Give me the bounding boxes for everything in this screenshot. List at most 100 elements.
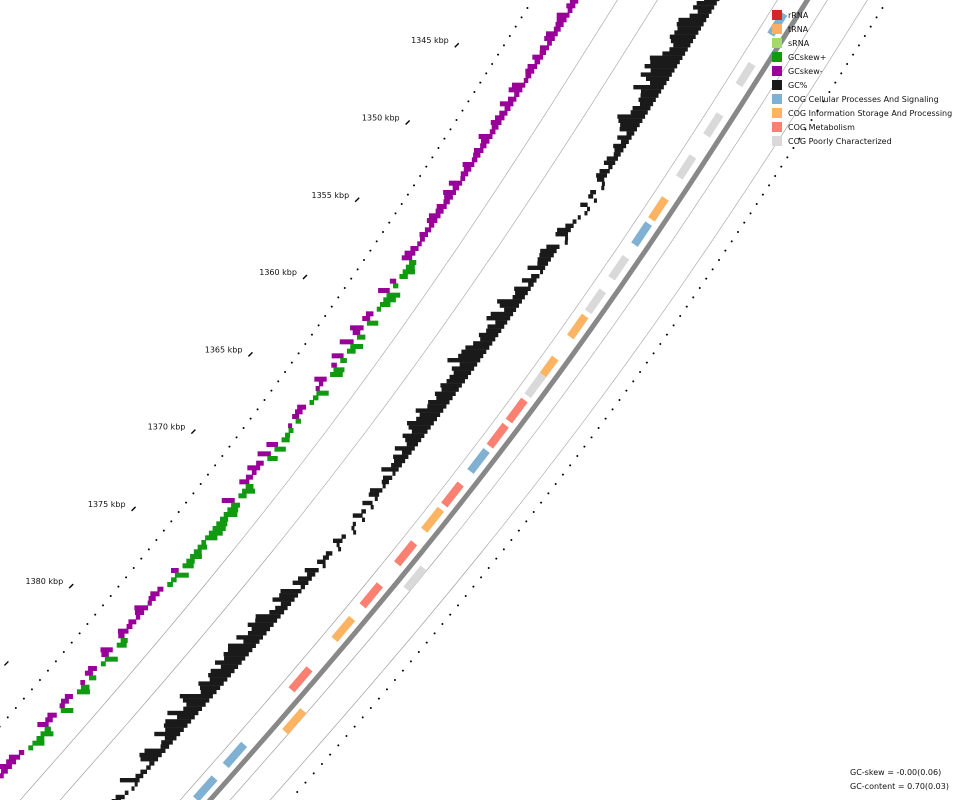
minor-tick [455, 119, 458, 121]
minor-tick [296, 791, 299, 793]
gc-skew-bar [504, 106, 511, 111]
minor-tick [561, 473, 564, 476]
gc-content-bar [140, 769, 148, 774]
track-guide-line [269, 0, 868, 800]
minor-tick [611, 408, 614, 411]
gc-skew-bar [330, 372, 343, 377]
gc-skew-bar [88, 675, 97, 681]
legend-swatch [772, 38, 782, 48]
minor-tick [345, 735, 348, 737]
minor-tick [94, 613, 97, 616]
legend-swatch [772, 80, 782, 90]
gene-feature [193, 775, 218, 800]
legend-swatch [772, 24, 782, 34]
minor-tick [692, 296, 695, 299]
minor-tick [639, 371, 642, 373]
minor-tick [828, 91, 831, 93]
gc-skew-bar [88, 666, 97, 671]
gc-skew-bar [47, 712, 57, 718]
legend-item: sRNA [772, 36, 952, 50]
gc-content-bar [640, 89, 662, 94]
gc-skew-bar [84, 670, 93, 676]
gc-content-bar [539, 253, 554, 258]
minor-tick [206, 473, 209, 476]
gc-content-bar [227, 647, 253, 653]
gc-skew-bar [315, 386, 320, 391]
gene-feature [608, 254, 630, 281]
minor-tick [456, 604, 459, 607]
minor-tick [583, 445, 586, 448]
gc-skew-bar [0, 764, 12, 769]
gc-content-bar [473, 341, 493, 346]
gc-skew-bar [481, 138, 490, 144]
minor-tick [514, 25, 517, 28]
gc-content-bar [428, 400, 450, 405]
gc-content-bar [149, 761, 155, 766]
track-guide-line [59, 0, 658, 800]
minor-tick [672, 324, 675, 327]
gc-skew-bar [435, 208, 444, 214]
gc-skew-bar [116, 642, 127, 648]
gc-content-bar [119, 778, 140, 783]
gc-content-bar [619, 127, 637, 132]
gc-skew-bar [444, 194, 453, 200]
minor-tick [443, 137, 446, 140]
gc-skew-bar [251, 470, 257, 475]
tick-label: 1360 kbp [259, 268, 297, 277]
gc-skew-bar [59, 703, 65, 709]
minor-tick [284, 371, 287, 373]
gene-feature [394, 540, 418, 567]
minor-tick [761, 193, 764, 196]
gc-content-bar [351, 526, 355, 531]
gc-content-bar [620, 139, 629, 144]
gc-content-bar [674, 30, 699, 35]
minor-tick [361, 716, 364, 719]
gc-content-bar [209, 677, 228, 682]
gc-content-bar [160, 744, 170, 749]
gc-skew-bar [339, 339, 354, 345]
minor-tick [369, 249, 372, 252]
gc-content-bar [199, 685, 221, 690]
minor-tick [155, 539, 158, 541]
gc-skew-bar [6, 759, 17, 765]
minor-tick [431, 156, 434, 159]
gc-skew-bar [478, 134, 493, 139]
gc-content-bar [280, 601, 292, 606]
gc-skew-bar [101, 652, 109, 657]
gc-content-bar [139, 752, 162, 758]
minor-tick [419, 175, 422, 177]
minor-tick [377, 697, 380, 700]
gc-skew-bar [318, 381, 324, 387]
gc-content-bar [341, 534, 346, 539]
minor-tick [780, 165, 783, 168]
gc-skew-bar [426, 218, 438, 223]
gc-skew-bar [118, 633, 125, 639]
gc-content-bar [645, 76, 670, 81]
legend-item: COG Cellular Processes And Signaling [772, 92, 952, 106]
gc-skew-bar [460, 176, 466, 181]
gc-content-bar [650, 59, 680, 65]
gc-content-bar [381, 479, 389, 485]
gc-skew-bar [362, 316, 371, 321]
gc-content-bar [179, 694, 213, 699]
gc-content-bar [393, 454, 409, 459]
minor-tick [388, 221, 391, 224]
gc-skew-bar [274, 446, 286, 452]
gc-skew-bar [193, 549, 202, 555]
gc-skew-bar [527, 64, 538, 69]
gc-skew-bar [508, 87, 523, 93]
gc-skew-bar [171, 568, 179, 573]
gc-skew-bar [378, 288, 390, 293]
gc-skew-bar [448, 180, 463, 186]
gc-skew-bar [60, 708, 74, 713]
gc-skew-bar [417, 241, 422, 247]
minor-tick [277, 380, 280, 383]
gc-content-bar [382, 475, 393, 480]
minor-tick [480, 576, 483, 579]
gc-skew-bar [539, 45, 549, 51]
gc-content-bar [531, 274, 540, 279]
gc-skew-track [0, 0, 579, 779]
gc-skew-bar [410, 246, 419, 251]
gene-feature [735, 61, 756, 88]
gc-skew-bar [239, 479, 250, 485]
